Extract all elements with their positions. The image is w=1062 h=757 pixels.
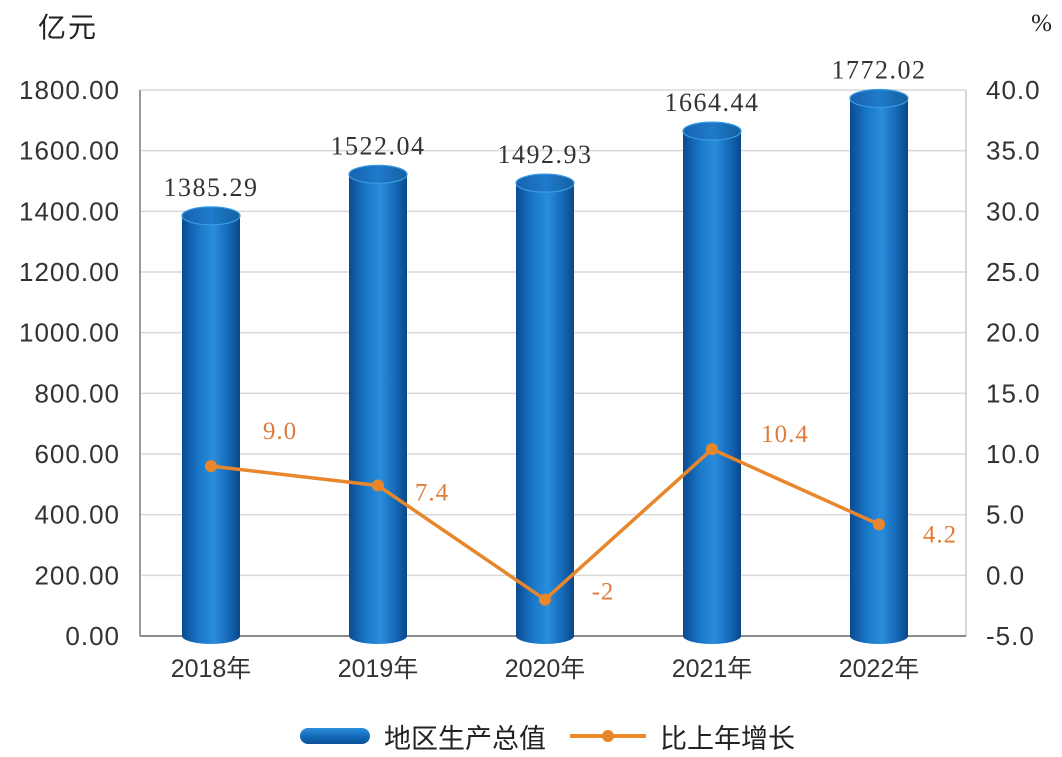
x-tick-label: 2018年 xyxy=(171,655,252,683)
bar-top-cap xyxy=(515,173,575,193)
y-tick-label: 0.00 xyxy=(65,621,120,651)
x-tick-label: 2020年 xyxy=(505,655,586,683)
bar xyxy=(182,215,240,637)
line-point xyxy=(873,518,885,531)
line-point xyxy=(205,460,217,473)
y2-tick-label: 30.0 xyxy=(986,196,1041,226)
y2-tick-label: 5.0 xyxy=(986,500,1025,530)
line-data-label: 9.0 xyxy=(263,418,297,445)
bar-data-labels: 1385.29 1522.04 1492.93 1664.44 1772.02 xyxy=(164,55,927,202)
legend-line-swatch xyxy=(570,730,646,742)
y-tick-label: 1400.00 xyxy=(19,196,120,226)
y2-tick-label: 25.0 xyxy=(986,257,1041,287)
bar xyxy=(349,174,407,637)
bar-data-label: 1385.29 xyxy=(164,173,259,202)
bar-data-label: 1772.02 xyxy=(832,55,927,84)
line-data-label: 7.4 xyxy=(415,480,449,507)
y2-tick-label: 15.0 xyxy=(986,378,1041,408)
x-axis-tick-labels: 2018年 2019年 2020年 2021年 2022年 xyxy=(171,655,920,683)
legend-bar-swatch xyxy=(300,728,370,744)
bar xyxy=(850,98,908,637)
x-tick-label: 2019年 xyxy=(338,655,419,683)
y-tick-label: 1800.00 xyxy=(19,75,120,105)
line-series xyxy=(205,443,885,606)
y-axis-tick-labels: 0.00 200.00 400.00 600.00 800.00 1000.00 1200.… xyxy=(19,75,120,651)
line-data-label: 10.4 xyxy=(761,421,809,448)
y2-tick-label: -5.0 xyxy=(986,621,1035,651)
line-data-label: -2 xyxy=(592,579,615,606)
bar-top-cap xyxy=(348,164,408,184)
y-tick-label: 1000.00 xyxy=(19,318,120,348)
bar-top-cap xyxy=(181,206,241,226)
y2-tick-label: 40.0 xyxy=(986,75,1041,105)
bar-series xyxy=(181,88,909,644)
y-tick-label: 800.00 xyxy=(34,378,120,408)
line-data-labels: 9.0 7.4 -2 10.4 4.2 xyxy=(263,418,957,606)
bar-top-cap xyxy=(849,88,909,109)
legend-item-growth: 比上年增长 xyxy=(570,717,795,756)
y-tick-label: 1600.00 xyxy=(19,136,120,166)
line-point xyxy=(706,443,718,456)
bar-top-cap xyxy=(682,121,742,141)
x-tick-label: 2021年 xyxy=(672,655,753,683)
y-tick-label: 600.00 xyxy=(34,439,120,469)
legend-label-growth: 比上年增长 xyxy=(660,723,795,754)
y2-tick-label: 20.0 xyxy=(986,318,1041,348)
y2-tick-label: 10.0 xyxy=(986,439,1041,469)
y-axis-unit-label: 亿元 xyxy=(38,13,99,44)
bar xyxy=(516,183,574,636)
y2-tick-label: 0.0 xyxy=(986,560,1025,590)
legend-label-gdp: 地区生产总值 xyxy=(384,723,546,754)
y-tick-label: 400.00 xyxy=(34,500,120,530)
y2-axis-tick-labels: -5.0 0.0 5.0 10.0 15.0 20.0 25.0 30.0 35.0 40.0 xyxy=(986,75,1041,651)
legend: 地区生产总值 比上年增长 xyxy=(300,718,795,754)
y2-axis-unit-label: % xyxy=(1031,10,1052,37)
bar-data-label: 1492.93 xyxy=(498,140,593,169)
bar xyxy=(683,131,741,636)
legend-item-gdp: 地区生产总值 xyxy=(300,717,546,756)
bar-data-label: 1664.44 xyxy=(665,88,760,117)
y-tick-label: 1200.00 xyxy=(19,257,120,287)
bar-data-label: 1522.04 xyxy=(331,131,426,160)
x-tick-label: 2022年 xyxy=(839,655,920,683)
line-point xyxy=(372,479,384,492)
y-tick-label: 200.00 xyxy=(34,560,120,590)
line-point xyxy=(539,593,551,606)
y2-tick-label: 35.0 xyxy=(986,136,1041,166)
line-data-label: 4.2 xyxy=(923,521,957,548)
